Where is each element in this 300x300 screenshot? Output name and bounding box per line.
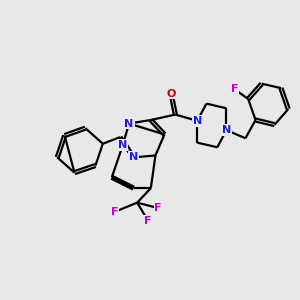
Text: N: N	[193, 116, 202, 126]
Text: N: N	[129, 152, 138, 162]
Text: F: F	[111, 207, 118, 217]
Text: N: N	[124, 118, 134, 128]
Text: N: N	[222, 125, 231, 135]
Text: F: F	[154, 203, 162, 213]
Text: N: N	[118, 140, 128, 150]
Text: O: O	[166, 88, 176, 98]
Text: F: F	[231, 84, 238, 94]
Text: F: F	[144, 216, 152, 226]
